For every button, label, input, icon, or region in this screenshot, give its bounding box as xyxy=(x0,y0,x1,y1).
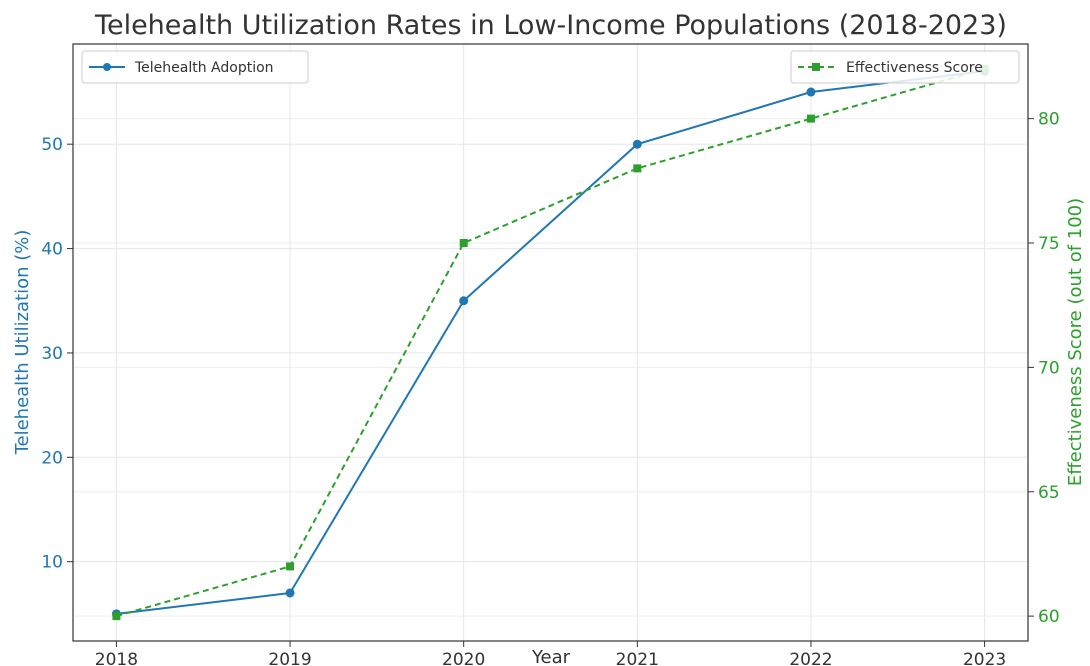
x-tick-label: 2020 xyxy=(442,650,485,666)
data-point-effectiveness xyxy=(286,562,295,571)
grid xyxy=(73,44,1028,641)
legend-left-box xyxy=(81,50,309,84)
data-point-effectiveness xyxy=(806,114,815,123)
x-axis-ticks: 2018 2019 2020 2021 2022 2023 xyxy=(95,641,1006,666)
y-right-tick-label: 70 xyxy=(1038,358,1060,378)
x-tick-label: 2019 xyxy=(268,650,311,666)
x-tick-label: 2021 xyxy=(616,650,659,666)
legend-left-marker xyxy=(103,63,111,71)
y-left-tick-label: 30 xyxy=(41,344,63,364)
y-right-axis-label: Effectiveness Score (out of 100) xyxy=(1065,198,1086,486)
legend-left-label: Telehealth Adoption xyxy=(134,60,274,76)
legend-left: Telehealth Adoption xyxy=(81,50,309,84)
data-point-effectiveness xyxy=(112,612,121,621)
x-axis-label: Year xyxy=(531,647,571,666)
y-right-tick-label: 60 xyxy=(1038,607,1060,627)
y-right-axis-ticks: 60 65 70 75 80 xyxy=(1028,110,1060,627)
x-tick-label: 2023 xyxy=(963,650,1006,666)
data-point-adoption xyxy=(806,87,816,97)
y-left-tick-label: 20 xyxy=(41,448,63,468)
series-line-adoption xyxy=(116,70,985,615)
series-line-effectiveness xyxy=(116,67,985,618)
legend-right-box xyxy=(790,50,1020,84)
y-right-tick-label: 80 xyxy=(1038,110,1060,130)
chart-title: Telehealth Utilization Rates in Low-Inco… xyxy=(94,10,1007,41)
series-layer xyxy=(111,64,990,621)
legend-right-marker xyxy=(812,63,820,71)
data-point-effectiveness xyxy=(633,164,642,173)
x-tick-label: 2022 xyxy=(789,650,832,666)
data-point-adoption xyxy=(285,588,295,598)
data-point-adoption xyxy=(632,139,642,149)
plot-frame xyxy=(72,43,1029,642)
y-left-tick-label: 10 xyxy=(41,553,63,573)
legend-right-label: Effectiveness Score xyxy=(846,60,983,76)
y-left-tick-label: 50 xyxy=(41,135,63,155)
legend-right: Effectiveness Score xyxy=(790,50,1020,84)
y-right-tick-label: 65 xyxy=(1038,483,1060,503)
x-tick-label: 2018 xyxy=(95,650,138,666)
y-left-tick-label: 40 xyxy=(41,240,63,260)
data-point-adoption xyxy=(459,296,469,306)
y-left-axis-label: Telehealth Utilization (%) xyxy=(12,230,33,456)
y-right-tick-label: 75 xyxy=(1038,234,1060,254)
y-left-axis-ticks: 10 20 30 40 50 xyxy=(41,135,73,573)
data-point-effectiveness xyxy=(459,239,468,247)
